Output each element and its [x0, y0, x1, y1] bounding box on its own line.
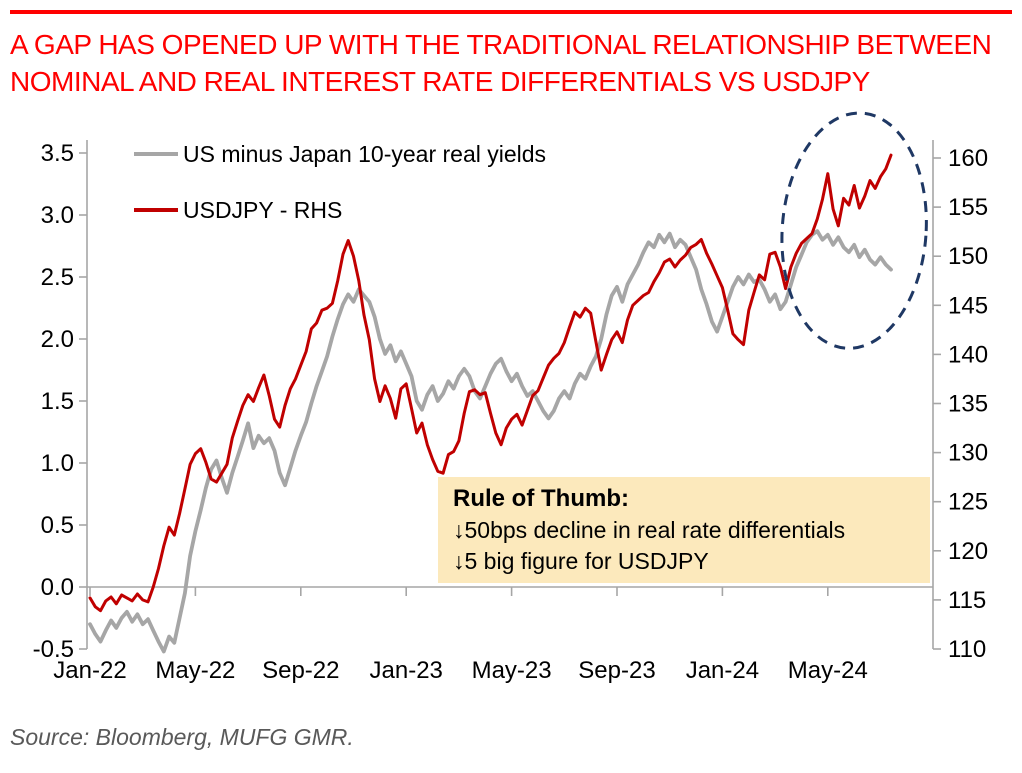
left-tick-label: 2.0	[41, 326, 74, 353]
chart-title-line1: A GAP HAS OPENED UP WITH THE TRADITIONAL…	[10, 29, 992, 60]
rule-of-thumb-title: Rule of Thumb:	[453, 485, 629, 512]
right-tick-label: 130	[948, 440, 988, 467]
red-line-swatch	[134, 208, 178, 212]
x-tick-label: Jan-22	[53, 657, 126, 684]
rule-of-thumb-callout: Rule of Thumb: ↓50bps decline in real ra…	[438, 477, 930, 583]
left-tick-label: 0.0	[41, 574, 74, 601]
right-tick-label: 135	[948, 391, 988, 418]
left-tick-label: -0.5	[33, 636, 74, 663]
right-tick-label: 110	[948, 636, 986, 663]
rule-of-thumb-line1: ↓50bps decline in real rate differential…	[453, 517, 846, 543]
x-tick-label: Jan-24	[686, 657, 759, 684]
left-axis-ticks: 3.5 3.0 2.5 2.0 1.5 1.0 0.5 0.0 -0.5	[33, 140, 87, 663]
right-tick-label: 140	[948, 341, 988, 368]
rule-of-thumb-line2: ↓5 big figure for USDJPY	[453, 548, 709, 574]
x-tick-label: May-23	[472, 657, 552, 684]
right-tick-label: 155	[948, 194, 988, 221]
legend-item-usdjpy: USDJPY - RHS	[134, 194, 546, 226]
x-tick-label: Sep-23	[578, 657, 655, 684]
right-tick-label: 150	[948, 243, 988, 270]
left-tick-label: 1.0	[41, 450, 74, 477]
right-tick-label: 115	[948, 587, 986, 614]
source-note: Source: Bloomberg, MUFG GMR.	[10, 724, 354, 750]
chart-title: A GAP HAS OPENED UP WITH THE TRADITIONAL…	[10, 26, 1015, 100]
x-tick-label: Jan-23	[370, 657, 443, 684]
chart-legend: US minus Japan 10-year real yields USDJP…	[134, 138, 546, 250]
chart-title-line2: NOMINAL AND REAL INTEREST RATE DIFFERENT…	[10, 66, 870, 97]
gray-line-swatch	[134, 152, 178, 156]
right-tick-label: 145	[948, 292, 988, 319]
left-tick-label: 2.5	[41, 264, 74, 291]
legend-label-real-yields: US minus Japan 10-year real yields	[183, 140, 547, 167]
legend-label-usdjpy: USDJPY - RHS	[183, 196, 343, 223]
left-tick-label: 3.5	[41, 140, 74, 167]
x-tick-label: May-24	[788, 657, 868, 684]
x-tick-label: Sep-22	[262, 657, 339, 684]
right-tick-label: 120	[948, 538, 988, 565]
right-tick-label: 160	[948, 145, 988, 172]
usdjpy-line	[88, 153, 893, 613]
right-tick-label: 125	[948, 489, 988, 516]
legend-item-real-yields: US minus Japan 10-year real yields	[134, 138, 546, 170]
real-yield-differential-line	[88, 229, 893, 654]
left-tick-label: 1.5	[41, 388, 74, 415]
top-red-rule	[10, 10, 1012, 14]
x-axis-ticks: Jan-22 May-22 Sep-22 Jan-23 May-23 Sep-23 Jan-…	[53, 587, 868, 684]
x-tick-label: May-22	[155, 657, 235, 684]
left-tick-label: 0.5	[41, 512, 74, 539]
left-tick-label: 3.0	[41, 202, 74, 229]
gap-highlight-ellipse	[780, 111, 928, 350]
right-axis-ticks: 160 155 150 145 140 135 130 125 120 115 110	[933, 145, 988, 663]
